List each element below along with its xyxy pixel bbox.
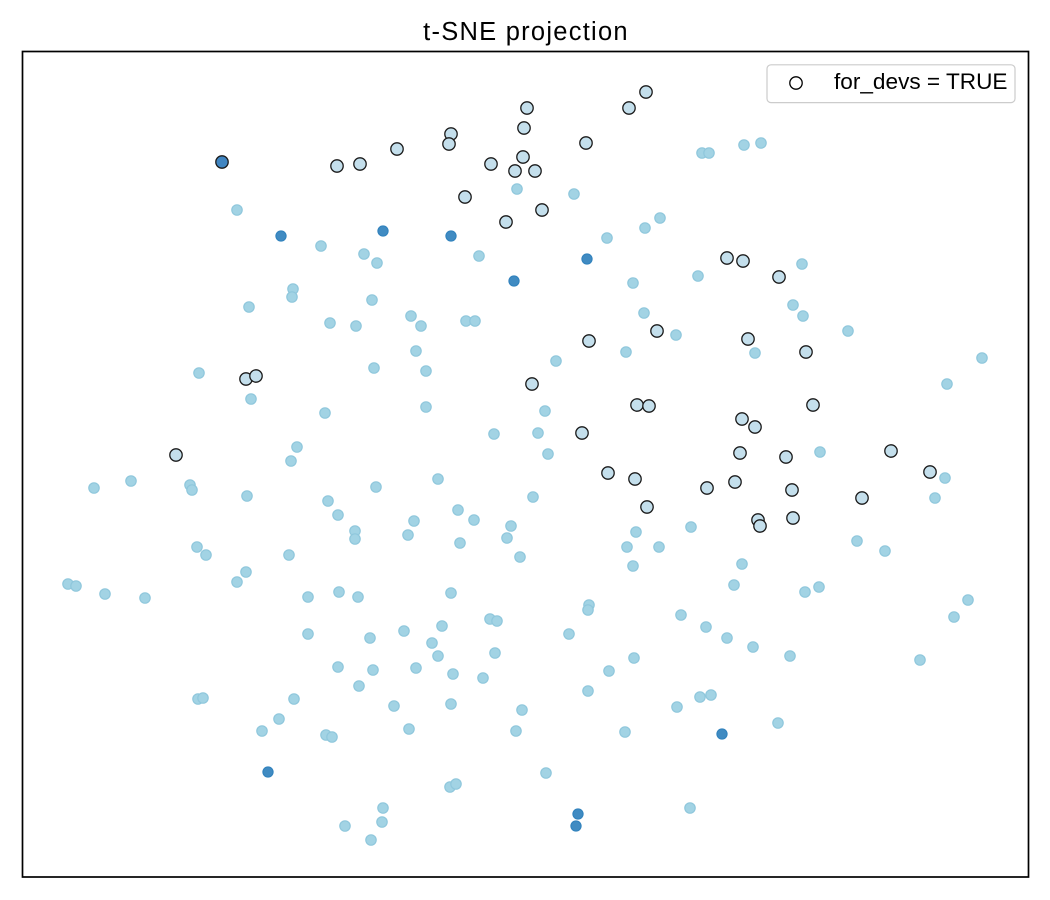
svg-text:t-SNE projection: t-SNE projection <box>423 18 629 46</box>
svg-text:for_devs = TRUE: for_devs = TRUE <box>834 69 1008 94</box>
